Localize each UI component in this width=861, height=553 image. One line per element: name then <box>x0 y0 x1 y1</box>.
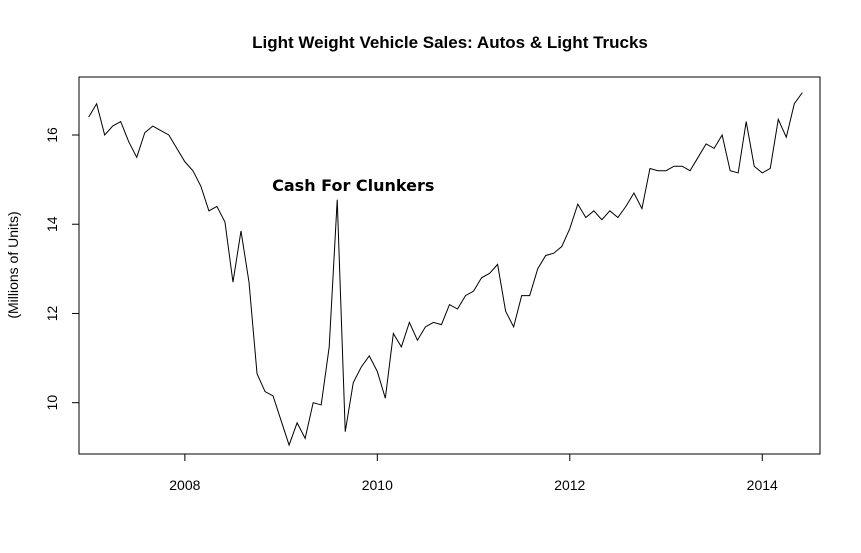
y-tick-label: 16 <box>44 127 60 143</box>
y-axis-label: (Millions of Units) <box>5 211 21 318</box>
plot-frame <box>78 76 821 455</box>
y-tick-label: 12 <box>44 305 60 321</box>
cash-for-clunkers-annotation: Cash For Clunkers <box>272 176 434 195</box>
series-line <box>88 92 803 447</box>
x-tick-label: 2010 <box>362 477 393 493</box>
y-axis: 10 12 14 16 <box>44 127 79 410</box>
y-tick-label: 14 <box>44 216 60 232</box>
y-tick-label: 10 <box>44 395 60 411</box>
x-tick-label: 2014 <box>747 477 778 493</box>
x-axis: 2008 2010 2012 2014 <box>169 454 778 493</box>
x-tick-label: 2008 <box>169 477 200 493</box>
data-points <box>89 93 803 445</box>
x-tick-label: 2012 <box>554 477 585 493</box>
chart-title: Light Weight Vehicle Sales: Autos & Ligh… <box>252 33 648 52</box>
